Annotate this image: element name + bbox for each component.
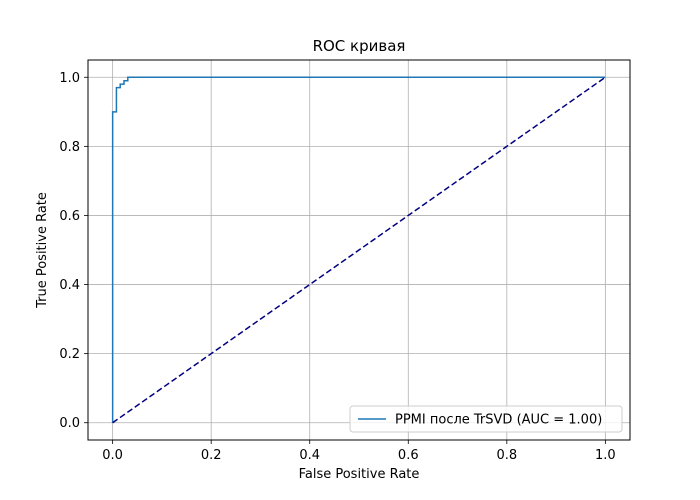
x-axis-label: False Positive Rate (299, 467, 420, 482)
chart-title: ROC кривая (313, 37, 406, 55)
legend-label: PPMI после TrSVD (AUC = 1.00) (395, 413, 602, 428)
plot-frame (87, 59, 631, 441)
x-tick-label: 0.8 (496, 448, 517, 463)
roc-curve-line (111, 76, 606, 423)
y-tick-label: 0.0 (59, 416, 80, 431)
x-tick-label: 0.0 (102, 448, 123, 463)
legend-box (349, 405, 623, 433)
legend: PPMI после TrSVD (AUC = 1.00) (349, 405, 623, 433)
series-layer (111, 76, 606, 424)
x-tick-label: 0.4 (299, 448, 320, 463)
y-tick-label: 1.0 (59, 71, 80, 86)
y-tick-label: 0.2 (59, 347, 80, 362)
x-tick-label: 0.6 (398, 448, 419, 463)
x-tick-label: 1.0 (595, 448, 616, 463)
y-tick-label: 0.6 (59, 209, 80, 224)
y-tick-label: 0.8 (59, 140, 80, 155)
grid-lines (88, 60, 630, 440)
x-tick-label: 0.2 (201, 448, 222, 463)
ticks: 0.0 0.2 0.4 0.6 0.8 1.0 0.0 0.2 0.4 0.6 0.8 1.0 (59, 71, 615, 463)
chance-diagonal-line (112, 76, 606, 424)
y-tick-label: 0.4 (59, 278, 80, 293)
y-axis-label: True Positive Rate (35, 192, 50, 309)
